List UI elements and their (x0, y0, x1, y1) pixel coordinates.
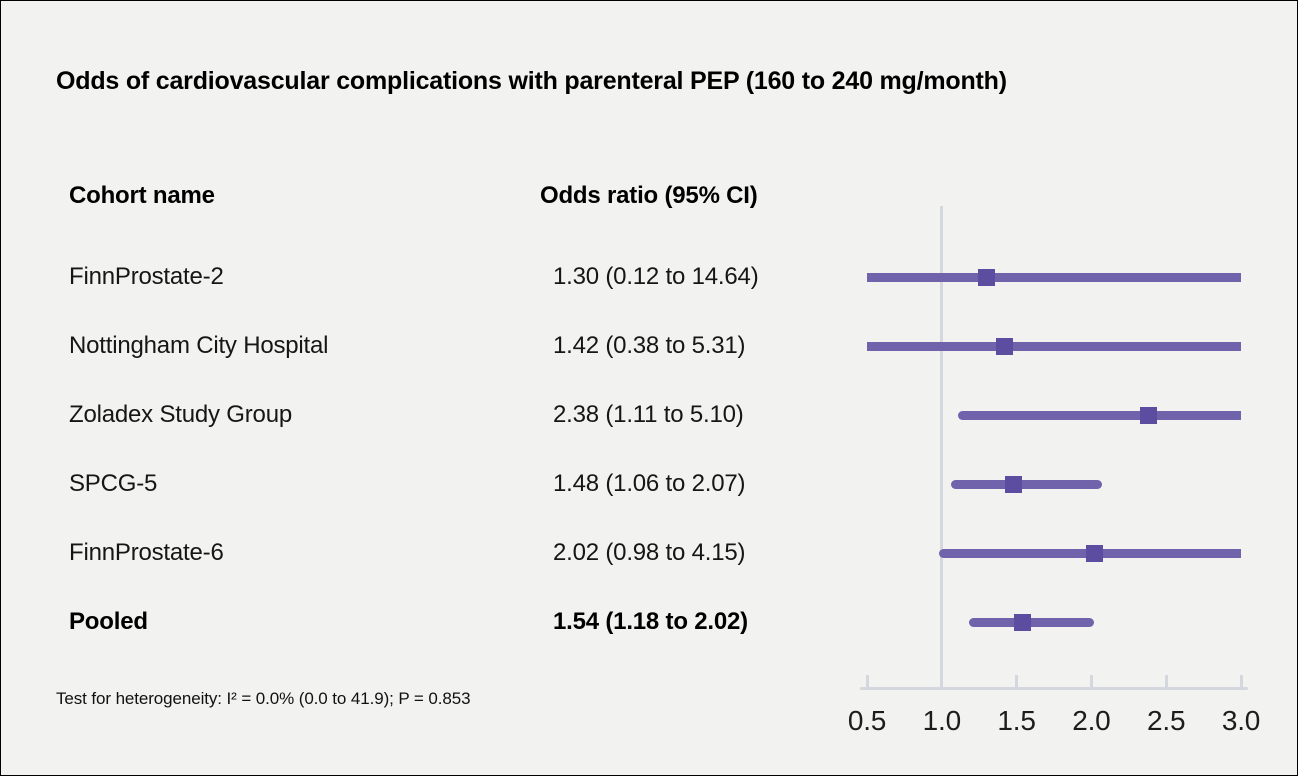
x-axis-tick-label: 2.5 (1147, 705, 1186, 736)
odds-ratio-marker (1085, 544, 1103, 562)
x-axis-tick-label: 2.0 (1072, 705, 1111, 736)
odds-ratio-marker (1005, 475, 1023, 493)
x-axis-tick (865, 675, 869, 689)
odds-ratio-value: 1.30 (0.12 to 14.64) (553, 263, 759, 290)
cohort-name: Nottingham City Hospital (69, 332, 329, 359)
page-title: Odds of cardiovascular complications wit… (56, 67, 1007, 95)
x-axis-tick-label: 3.0 (1221, 705, 1261, 736)
cohort-name: FinnProstate-2 (69, 263, 224, 290)
odds-ratio-value: 1.54 (1.18 to 2.02) (553, 608, 748, 635)
odds-ratio-value: 1.42 (0.38 to 5.31) (553, 332, 746, 359)
cohort-name: Pooled (69, 608, 148, 635)
x-axis-line (860, 687, 1248, 690)
odds-ratio-value: 2.38 (1.11 to 5.10) (553, 401, 744, 428)
odds-ratio-value: 1.48 (1.06 to 2.07) (553, 470, 746, 497)
odds-ratio-value: 2.02 (0.98 to 4.15) (553, 539, 746, 566)
cohort-name: FinnProstate-6 (69, 539, 224, 566)
x-axis-tick (1089, 675, 1093, 689)
odds-ratio-marker (996, 337, 1014, 355)
column-header-odds-ratio: Odds ratio (95% CI) (540, 182, 758, 209)
x-axis-tick (1015, 675, 1019, 689)
odds-ratio-marker (978, 268, 996, 286)
odds-ratio-marker (1139, 406, 1157, 424)
cohort-name: Zoladex Study Group (69, 401, 292, 428)
confidence-interval-line (867, 273, 1241, 282)
confidence-interval-line (867, 342, 1241, 351)
reference-line-null-effect (940, 206, 944, 690)
x-axis-tick-label: 1.5 (997, 705, 1036, 736)
column-header-cohort-name: Cohort name (69, 182, 215, 209)
confidence-interval-line (958, 411, 1241, 420)
confidence-interval-line (950, 480, 1102, 489)
heterogeneity-footnote: Test for heterogeneity: I² = 0.0% (0.0 t… (56, 689, 471, 708)
confidence-interval-line (968, 618, 1095, 627)
cohort-name: SPCG-5 (69, 470, 158, 497)
x-axis-tick (1164, 675, 1168, 689)
x-axis-tick (940, 675, 944, 689)
pooled-odds-ratio-marker (1014, 613, 1032, 631)
x-axis-tick (1239, 675, 1243, 689)
x-axis-tick-label: 1.0 (922, 705, 962, 736)
x-axis-tick-label: 0.5 (847, 705, 887, 736)
